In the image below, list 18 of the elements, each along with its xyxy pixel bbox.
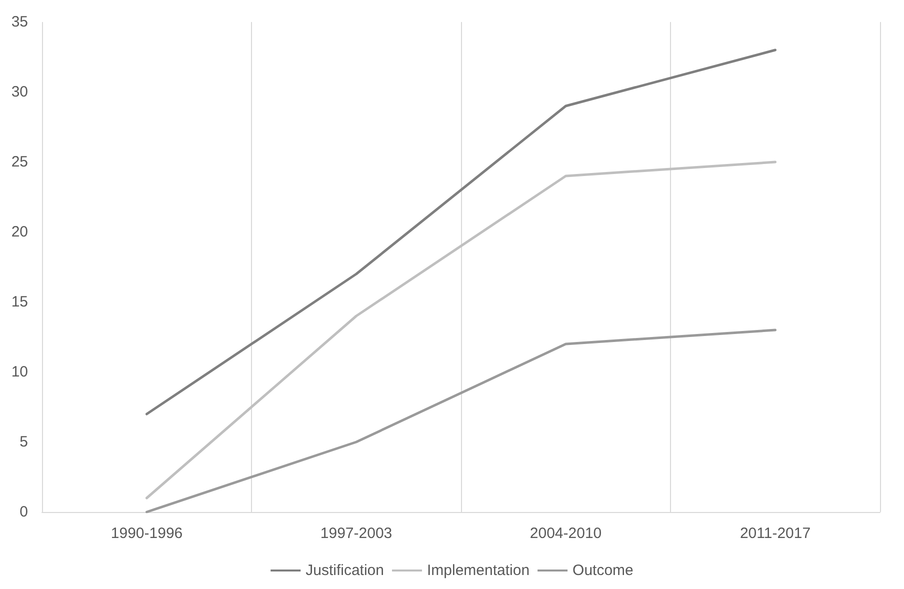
legend-label: Implementation <box>426 562 530 579</box>
line-series <box>146 160 776 500</box>
x-tick-label: 1990-1996 <box>110 525 183 542</box>
x-tick-label: 1997-2003 <box>320 525 392 542</box>
y-tick-label: 35 <box>11 14 28 30</box>
legend-label: Outcome <box>572 562 634 579</box>
y-tick-label: 0 <box>20 504 28 520</box>
legend-label: Justification <box>306 562 384 579</box>
y-tick-label: 10 <box>11 364 28 380</box>
y-tick-label: 15 <box>11 294 28 310</box>
y-tick-label: 5 <box>20 434 28 450</box>
line-series <box>146 328 776 514</box>
y-tick-label: 25 <box>11 154 28 170</box>
y-tick-label: 20 <box>11 224 28 240</box>
x-tick-label: 2011-2017 <box>740 525 811 542</box>
x-tick-label: 2004-2010 <box>530 525 602 542</box>
line-series <box>146 48 776 416</box>
y-tick-label: 30 <box>11 84 28 100</box>
